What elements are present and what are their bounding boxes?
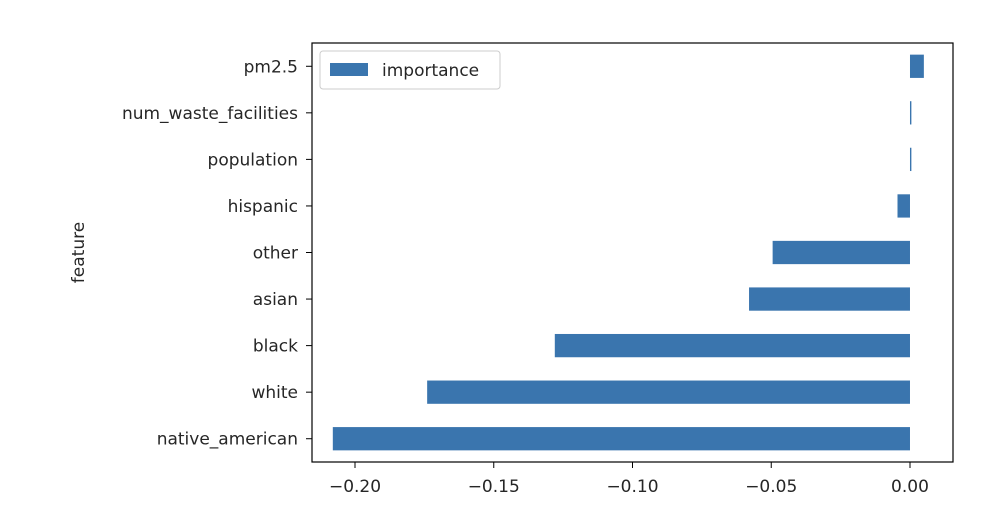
y-tick-label: population	[208, 150, 298, 170]
bar-white	[427, 380, 910, 404]
legend-box	[319, 50, 501, 90]
plot-frame	[311, 42, 954, 463]
y-tick-label: native_american	[157, 430, 298, 450]
y-tick-label: other	[253, 244, 298, 264]
y-tick-label: num_waste_facilities	[122, 104, 298, 124]
bar-pm2.5	[909, 54, 924, 78]
x-tick-label: −0.05	[745, 477, 797, 497]
x-tick-label: −0.10	[606, 477, 658, 497]
bar-native_american	[332, 427, 910, 451]
bar-population	[909, 147, 912, 172]
x-axis-ticks: −0.20 −0.15 −0.10 −0.05 0.00	[329, 462, 929, 497]
bar-num_waste_facilities	[909, 101, 912, 125]
x-tick-label: 0.00	[891, 477, 929, 497]
x-tick-label: −0.15	[468, 477, 520, 497]
bar-other	[772, 240, 910, 265]
y-axis-ticks: pm2.5 num_waste_facilities population hispa…	[122, 57, 312, 450]
bar-black	[554, 333, 910, 358]
legend-label: importance	[382, 61, 479, 81]
y-tick-label: hispanic	[228, 197, 298, 217]
legend: importance	[319, 50, 501, 90]
bar-asian	[749, 287, 910, 311]
y-tick-label: pm2.5	[244, 57, 298, 77]
bar-hispanic	[897, 194, 910, 218]
legend-swatch	[330, 63, 368, 76]
y-tick-label: white	[251, 383, 298, 403]
y-tick-label: black	[253, 337, 298, 357]
x-tick-label: −0.20	[329, 477, 381, 497]
bars-group	[332, 54, 924, 451]
y-tick-label: asian	[253, 290, 298, 310]
y-axis-label: feature	[69, 222, 89, 283]
